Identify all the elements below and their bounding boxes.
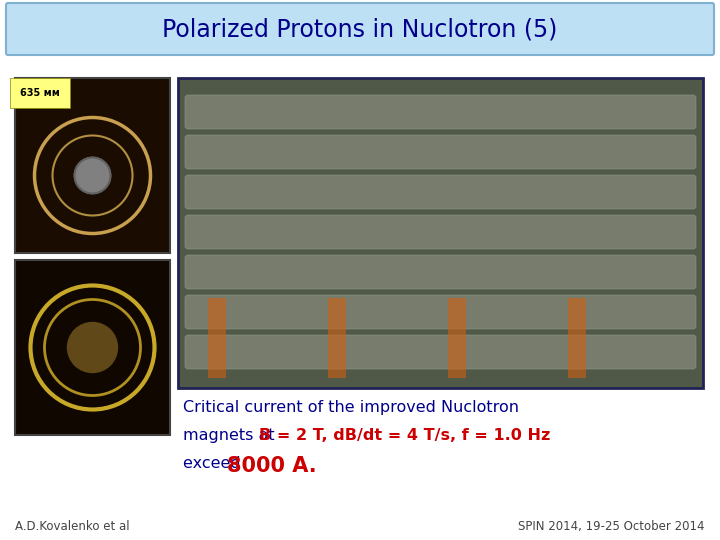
Text: Polarized Protons in Nuclotron (5): Polarized Protons in Nuclotron (5) <box>162 18 558 42</box>
Text: 635 мм: 635 мм <box>20 88 60 98</box>
FancyBboxPatch shape <box>185 255 696 289</box>
FancyBboxPatch shape <box>185 215 696 249</box>
FancyBboxPatch shape <box>568 298 586 378</box>
FancyBboxPatch shape <box>15 78 170 253</box>
Text: exceed: exceed <box>183 456 246 471</box>
Text: Critical current of the improved Nuclotron: Critical current of the improved Nuclotr… <box>183 400 519 415</box>
FancyBboxPatch shape <box>6 3 714 55</box>
FancyBboxPatch shape <box>328 298 346 378</box>
FancyBboxPatch shape <box>185 95 696 129</box>
Text: B = 2 T, dB/dt = 4 T/s, f = 1.0 Hz: B = 2 T, dB/dt = 4 T/s, f = 1.0 Hz <box>258 428 550 443</box>
FancyBboxPatch shape <box>178 78 703 388</box>
Text: magnets at: magnets at <box>183 428 285 443</box>
FancyBboxPatch shape <box>208 298 226 378</box>
Text: SPIN 2014, 19-25 October 2014: SPIN 2014, 19-25 October 2014 <box>518 520 705 533</box>
FancyBboxPatch shape <box>185 175 696 209</box>
FancyBboxPatch shape <box>185 335 696 369</box>
FancyBboxPatch shape <box>185 135 696 169</box>
FancyBboxPatch shape <box>185 295 696 329</box>
Circle shape <box>68 322 117 373</box>
FancyBboxPatch shape <box>15 260 170 435</box>
FancyBboxPatch shape <box>448 298 466 378</box>
Text: 8000 A.: 8000 A. <box>227 456 317 476</box>
Circle shape <box>74 158 110 193</box>
Text: A.D.Kovalenko et al: A.D.Kovalenko et al <box>15 520 130 533</box>
